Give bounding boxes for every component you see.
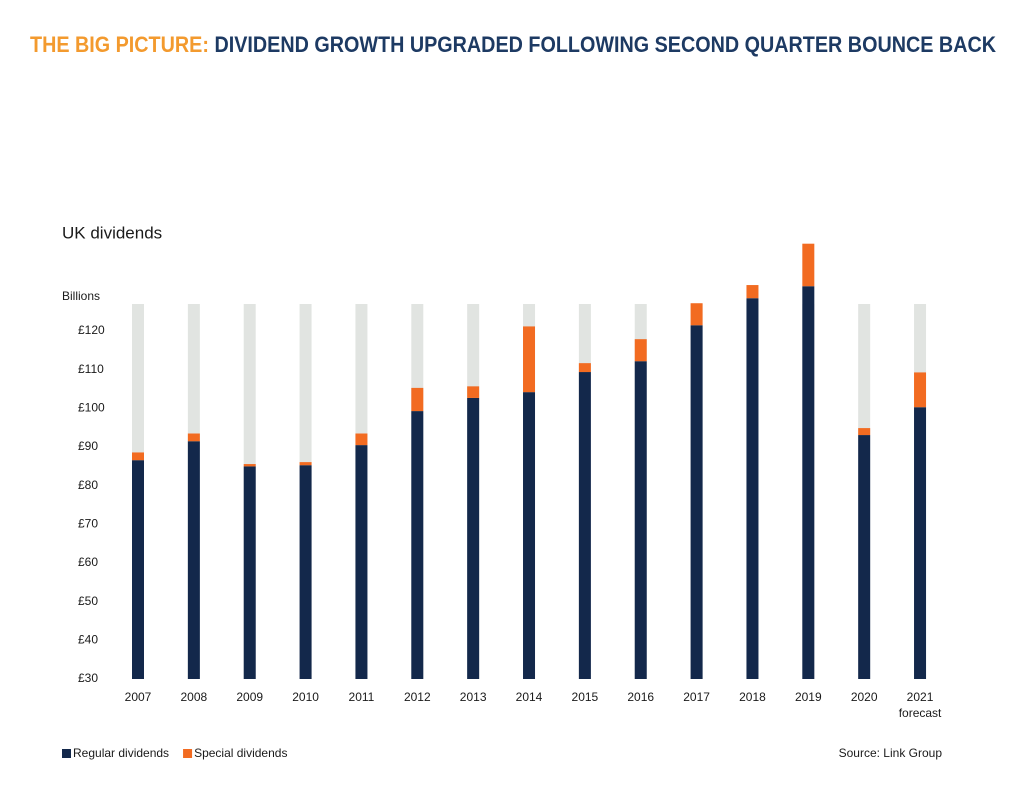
- bar-segment: [187, 441, 200, 679]
- bar-segment: [299, 462, 312, 466]
- chart-title: DIVIDEND GROWTH UPGRADED FOLLOWING SECON…: [214, 32, 996, 57]
- x-tick-label: 2017: [683, 690, 710, 704]
- bar-segment: [578, 363, 591, 373]
- bar-segment: [802, 286, 815, 679]
- legend-swatch: [183, 749, 193, 758]
- x-tick-label: 2016: [627, 690, 655, 704]
- legend-swatch: [62, 749, 71, 758]
- x-tick-label: 2008: [180, 690, 208, 704]
- title-prefix: THE BIG PICTURE:: [30, 32, 209, 57]
- y-tick-label: £120: [78, 323, 105, 337]
- legend-label: Regular dividends: [73, 746, 169, 760]
- x-tick-label: 2007: [124, 690, 152, 704]
- x-tick-label: 2009: [236, 690, 264, 704]
- bar-segment: [914, 407, 927, 679]
- bar-segment: [243, 466, 256, 679]
- x-tick-label: 2014: [515, 690, 543, 704]
- y-tick-label: £90: [78, 439, 98, 453]
- y-tick-label: £70: [78, 517, 98, 531]
- bar-segment: [802, 243, 815, 287]
- x-tick-label: 2015: [571, 690, 599, 704]
- y-tick-label: £80: [78, 478, 98, 492]
- bar-segment: [187, 433, 200, 442]
- bar-segment: [634, 339, 647, 362]
- y-axis-label: Billions: [62, 289, 100, 303]
- x-tick-label: 2010: [292, 690, 319, 704]
- bar-segment: [299, 465, 312, 679]
- bar-segment: [858, 435, 871, 679]
- legend-label: Special dividends: [194, 746, 287, 760]
- chart-subtitle: UK dividends: [62, 223, 162, 242]
- bar-segment: [411, 387, 424, 412]
- x-tick-label: 2020: [850, 690, 878, 704]
- chart-heading: THE BIG PICTURE: DIVIDEND GROWTH UPGRADE…: [30, 32, 996, 57]
- bar-segment: [132, 460, 144, 679]
- bar-segment: [411, 411, 424, 679]
- source: Source: Link Group: [839, 746, 943, 760]
- bar-segment: [467, 386, 480, 398]
- bar-segment: [523, 326, 536, 393]
- bar-segment: [746, 298, 759, 679]
- x-tick-label: 2018: [739, 690, 766, 704]
- bar-segment: [858, 428, 871, 436]
- bar-segment: [467, 397, 480, 679]
- bar-segment: [243, 464, 256, 467]
- bar-segment: [690, 325, 703, 679]
- y-tick-label: £30: [78, 671, 98, 685]
- x-tick-label: 2012: [403, 690, 431, 704]
- x-tick-label: 2019: [794, 690, 822, 704]
- y-tick-label: £50: [78, 594, 98, 608]
- y-tick-label: £60: [78, 555, 98, 569]
- y-tick-label: £100: [78, 401, 105, 415]
- bar-segment: [578, 372, 591, 679]
- bar-segment: [355, 445, 368, 679]
- y-tick-label: £40: [78, 633, 98, 647]
- bar-segment: [746, 285, 759, 299]
- bar-segment: [355, 433, 368, 446]
- bar-segment: [914, 372, 927, 408]
- y-tick-label: £110: [78, 362, 104, 376]
- x-tick-label: 2021 forecast: [898, 690, 942, 720]
- x-tick-label: 2011: [348, 690, 375, 704]
- x-tick-label: 2013: [459, 690, 487, 704]
- bar-segment: [132, 452, 144, 461]
- bar-segment: [634, 361, 647, 679]
- bar-segment: [690, 303, 703, 326]
- bar-segment: [523, 392, 536, 679]
